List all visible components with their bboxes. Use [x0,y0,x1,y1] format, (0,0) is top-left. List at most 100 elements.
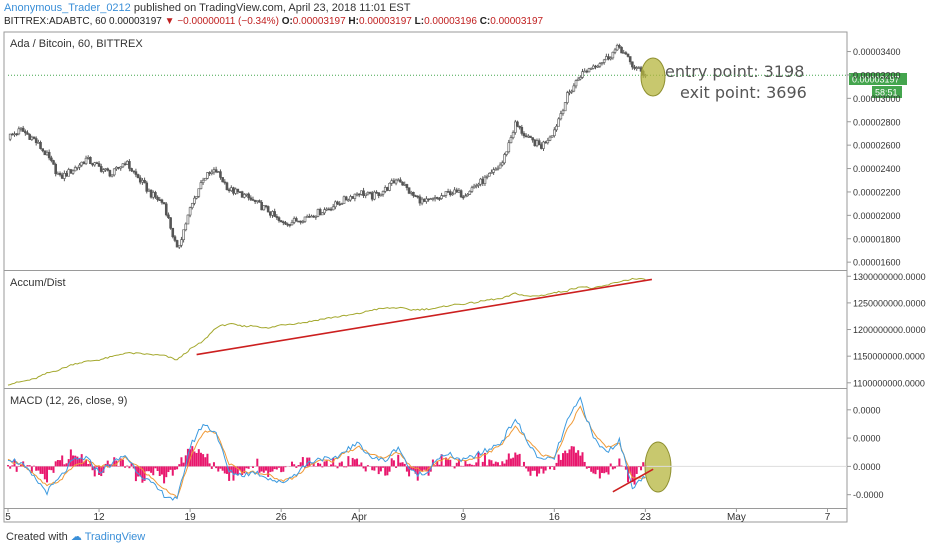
price-candle [568,91,571,94]
price-candle [492,169,495,173]
price-candle [277,217,281,221]
price-candle [290,222,294,226]
price-candle [115,166,118,170]
price-candle [310,215,313,218]
price-candle [544,141,547,144]
price-candle [585,70,589,73]
price-candle [58,173,62,176]
price-candle [28,134,31,140]
price-candle [173,236,177,241]
price-candle [344,196,348,201]
price-candle [199,182,203,190]
price-candle [203,178,207,181]
price-candle [583,70,586,73]
low-value: 0.00003196 [424,16,477,27]
price-candle [622,52,626,54]
price-candle [52,160,55,165]
price-candle [21,127,25,132]
price-candle [180,239,183,246]
price-candle [468,191,472,195]
price-candle [494,168,498,171]
price-candle [509,137,513,144]
tradingview-logo-icon[interactable]: ☁ [70,531,82,543]
price-candle [518,126,521,128]
price-candle [414,195,417,197]
price-candle [318,209,322,216]
price-candle [308,216,311,218]
price-candle [327,208,331,211]
price-candle [266,206,270,213]
price-candle [338,203,341,206]
price-candle [154,192,157,198]
price-candle [503,154,506,164]
price-candle [425,198,428,202]
price-candle [305,216,309,218]
price-candle [433,197,437,199]
chart-frame [3,31,848,523]
price-candle [368,192,372,194]
price-candle [95,162,99,164]
price-candle [201,179,205,183]
price-candle [223,181,227,184]
price-candle [258,200,261,203]
price-candle [349,196,352,201]
price-candle [80,161,84,166]
price-candle [485,175,489,178]
price-candle [43,150,47,156]
price-candle [112,168,116,176]
tradingview-brand[interactable]: TradingView [84,531,146,543]
price-candle [208,172,211,174]
created-with-text: Created with [6,531,68,543]
price-candle [444,191,448,196]
price-candle [41,148,44,152]
price-candle [587,68,591,73]
footer: Created with ☁ TradingView [6,530,145,543]
price-candle [303,216,307,222]
price-candle [206,172,209,179]
price-candle [477,183,480,186]
price-candle [399,179,402,183]
y-tick-label-0-6: 0.00002200 [853,187,901,197]
price-candle [500,162,504,166]
price-candle [251,199,255,201]
y-tick-label-2-2: 0.0000 [853,462,881,472]
price-candle [93,162,97,166]
author-link[interactable]: Anonymous_Trader_0212 [4,2,131,14]
price-candle [637,67,641,69]
price-candle [496,167,500,170]
price-candle [553,129,556,136]
price-candle [227,189,231,192]
price-candle [579,77,582,80]
price-candle [331,206,335,211]
price-candle [418,196,422,204]
price-candle [394,179,398,184]
price-candle [407,187,411,194]
price-candle [566,92,569,103]
price-candle [360,190,363,195]
price-candle [256,200,259,202]
price-candle [158,199,162,201]
price-candle [531,137,534,141]
price-candle [375,191,378,194]
last-price: 0.00003197 [109,16,162,27]
price-candle [56,173,60,175]
price-candle [141,179,144,183]
price-candle [275,216,279,218]
price-candle [537,140,541,145]
price-candle [483,176,487,184]
price-candle [19,127,23,130]
price-candle [271,211,274,216]
price-candle [214,169,218,173]
x-tick-label-4: Apr [351,512,367,523]
price-candle [461,196,465,199]
price-candle [613,49,617,53]
price-candle [164,203,168,216]
price-candle [422,198,426,202]
price-candle [550,135,554,138]
price-candle [520,127,524,134]
price-candle [110,174,114,177]
price-candle [312,215,315,218]
price-candle [229,187,233,191]
price-candle [438,198,441,200]
